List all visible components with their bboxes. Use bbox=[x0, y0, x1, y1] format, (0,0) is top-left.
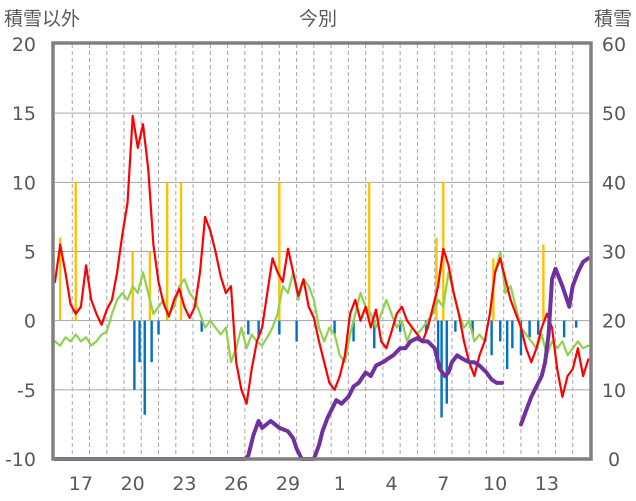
x-tick-label: 7 bbox=[437, 473, 449, 495]
right-tick-label: 20 bbox=[602, 311, 626, 333]
precipitation-bar bbox=[435, 237, 438, 321]
x-tick-label: 13 bbox=[535, 473, 559, 495]
snow-change-bar bbox=[373, 320, 376, 349]
snow-change-bar bbox=[352, 320, 355, 342]
left-tick-label: 20 bbox=[12, 34, 36, 56]
snow-change-bar bbox=[200, 320, 203, 332]
precipitation-bar bbox=[74, 182, 77, 321]
snow-change-bar bbox=[519, 320, 523, 356]
precipitation-bar bbox=[148, 251, 152, 321]
right-tick-label: 40 bbox=[602, 172, 626, 194]
x-tick-label: 29 bbox=[276, 473, 300, 495]
right-tick-label: 10 bbox=[602, 380, 626, 402]
left-tick-label: 15 bbox=[12, 103, 36, 125]
x-tick-label: 10 bbox=[483, 473, 507, 495]
x-tick-label: 4 bbox=[385, 473, 397, 495]
right-tick-label: 60 bbox=[602, 34, 626, 56]
red-temperature-line bbox=[53, 114, 590, 405]
x-tick-label: 17 bbox=[69, 473, 93, 495]
snow-change-bar bbox=[247, 320, 250, 335]
snow-change-bar bbox=[157, 320, 160, 335]
snow-change-bar bbox=[499, 320, 502, 342]
snow-change-bar bbox=[511, 320, 514, 349]
snow-change-bar bbox=[150, 320, 153, 363]
snow-change-bar bbox=[278, 320, 281, 335]
left-tick-label: -10 bbox=[5, 449, 36, 471]
x-tick-label: 23 bbox=[172, 473, 196, 495]
snow-change-bar bbox=[424, 320, 428, 332]
right-tick-label: 50 bbox=[602, 103, 626, 125]
snow-change-bar bbox=[537, 320, 540, 335]
left-tick-label: 0 bbox=[24, 311, 36, 333]
precipitation-bar bbox=[179, 182, 183, 321]
snow-change-bar bbox=[471, 320, 474, 335]
x-tick-label: 20 bbox=[121, 473, 145, 495]
snow-depth-line bbox=[53, 336, 504, 461]
left-tick-label: -5 bbox=[17, 380, 36, 402]
chart-title: 今別 bbox=[299, 8, 337, 30]
plot-frame bbox=[51, 41, 593, 461]
precipitation-bar bbox=[278, 182, 281, 321]
right-axis-label: 積雪 bbox=[594, 8, 632, 30]
snow-change-bar bbox=[490, 320, 493, 356]
left-axis-label: 積雪以外 bbox=[4, 8, 80, 30]
snow-change-bar bbox=[445, 320, 448, 404]
precipitation-bar bbox=[58, 237, 62, 321]
snow-change-bar bbox=[398, 320, 402, 332]
green-temperature-line bbox=[53, 250, 590, 364]
left-tick-label: 10 bbox=[12, 172, 36, 194]
snow-depth-line bbox=[519, 256, 591, 427]
snow-change-bar bbox=[133, 320, 136, 390]
snow-change-bar bbox=[454, 320, 457, 332]
series-lines bbox=[53, 114, 591, 461]
snow-change-bar bbox=[333, 320, 336, 335]
x-tick-label: 1 bbox=[334, 473, 346, 495]
snow-change-bar bbox=[257, 320, 260, 338]
snow-change-bar bbox=[138, 320, 141, 363]
precipitation-bar bbox=[165, 182, 169, 321]
snow-change-bar bbox=[574, 320, 578, 328]
snow-change-bar bbox=[528, 320, 531, 338]
precipitation-bar bbox=[367, 182, 371, 321]
x-tick-label: 26 bbox=[224, 473, 248, 495]
snow-change-bar bbox=[562, 320, 566, 338]
left-tick-label: 5 bbox=[24, 242, 36, 264]
right-tick-label: 0 bbox=[608, 449, 620, 471]
snow-change-bar bbox=[295, 320, 298, 342]
snow-change-bar bbox=[143, 320, 146, 415]
precipitation-bar bbox=[542, 244, 545, 321]
snow-change-bar bbox=[436, 320, 440, 370]
grid-lines bbox=[55, 43, 590, 460]
right-tick-label: 30 bbox=[602, 242, 626, 264]
snow-change-bar bbox=[505, 320, 509, 370]
